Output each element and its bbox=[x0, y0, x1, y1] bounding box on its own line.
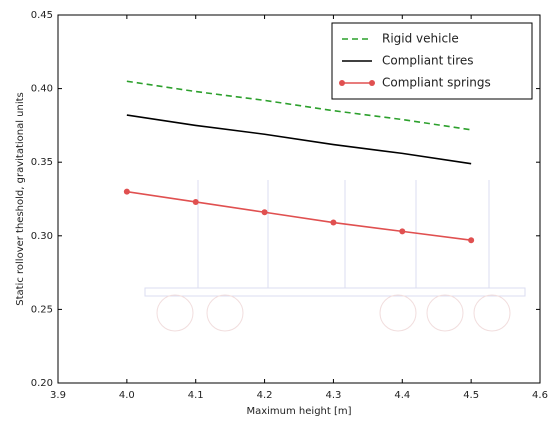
series-marker bbox=[123, 188, 130, 195]
y-tick-label: 0.35 bbox=[31, 157, 53, 168]
series-marker bbox=[330, 219, 337, 226]
x-tick-label: 4.3 bbox=[325, 390, 341, 401]
legend-label: Compliant tires bbox=[382, 54, 474, 68]
legend: Rigid vehicle Compliant tires Compliant sp… bbox=[331, 22, 533, 100]
plot-frame bbox=[57, 14, 541, 384]
series-marker bbox=[192, 198, 199, 205]
x-tick-label: 3.9 bbox=[50, 390, 66, 401]
y-tick-label: 0.45 bbox=[31, 10, 53, 21]
x-tick-label: 4.2 bbox=[257, 390, 273, 401]
series-marker bbox=[468, 237, 475, 244]
series-marker bbox=[261, 209, 268, 216]
y-tick-label: 0.40 bbox=[31, 84, 53, 95]
legend-box bbox=[331, 22, 533, 100]
y-tick-label: 0.30 bbox=[31, 231, 53, 242]
x-tick-label: 4.4 bbox=[394, 390, 410, 401]
x-tick-label: 4.6 bbox=[532, 390, 548, 401]
legend-label: Compliant springs bbox=[382, 76, 491, 90]
y-tick-label: 0.25 bbox=[31, 304, 53, 315]
legend-marker bbox=[369, 80, 375, 86]
x-tick-label: 4.1 bbox=[188, 390, 204, 401]
y-axis-label: Static rollover theshold, gravitational … bbox=[15, 92, 26, 306]
y-tick-label: 0.20 bbox=[31, 378, 53, 389]
legend-label: Rigid vehicle bbox=[382, 32, 459, 46]
background-trailer bbox=[144, 180, 526, 332]
series-marker bbox=[399, 228, 406, 235]
series-line bbox=[126, 114, 472, 165]
series-line bbox=[126, 80, 472, 131]
x-tick-label: 4.0 bbox=[119, 390, 135, 401]
legend-marker bbox=[339, 80, 345, 86]
x-axis-label: Maximum height [m] bbox=[246, 406, 351, 417]
series-line bbox=[126, 190, 472, 242]
x-tick-label: 4.5 bbox=[463, 390, 479, 401]
